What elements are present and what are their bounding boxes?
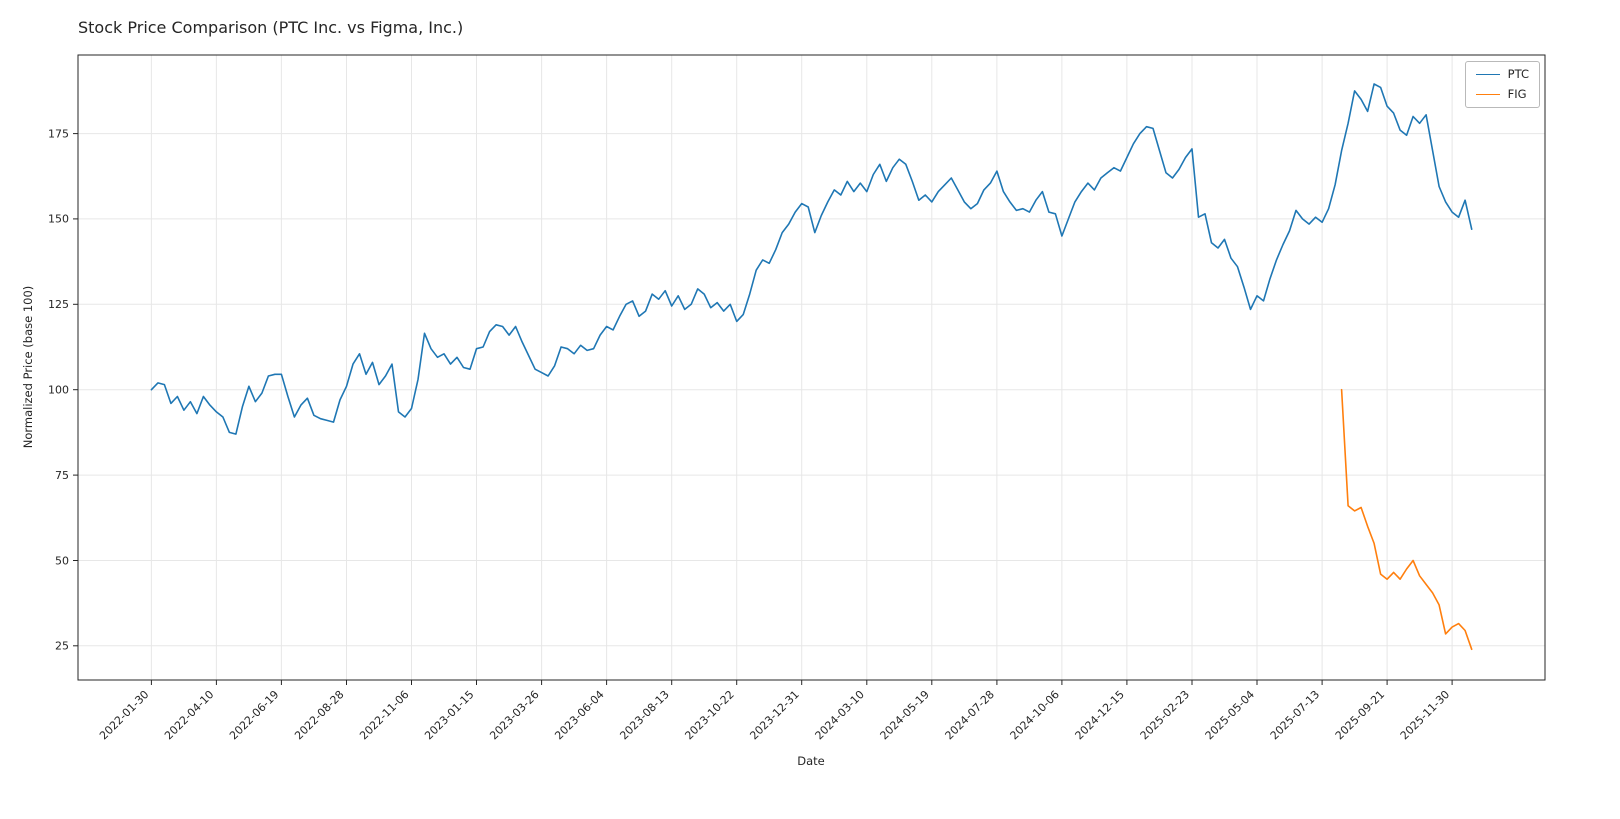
svg-text:2023-08-13: 2023-08-13 — [617, 688, 671, 742]
svg-text:150: 150 — [48, 213, 69, 226]
svg-text:2023-12-31: 2023-12-31 — [747, 688, 801, 742]
svg-text:2025-02-23: 2025-02-23 — [1138, 688, 1192, 742]
svg-text:2022-01-30: 2022-01-30 — [97, 688, 151, 742]
legend-label-ptc: PTC — [1507, 67, 1529, 81]
svg-text:2024-03-10: 2024-03-10 — [813, 688, 867, 742]
svg-text:2025-05-04: 2025-05-04 — [1203, 688, 1257, 742]
svg-text:50: 50 — [55, 554, 69, 567]
svg-text:2022-08-28: 2022-08-28 — [292, 688, 346, 742]
svg-text:2024-12-15: 2024-12-15 — [1073, 688, 1127, 742]
legend: PTC FIG — [1464, 61, 1540, 108]
legend-entry-fig: FIG — [1475, 86, 1529, 101]
legend-entry-ptc: PTC — [1475, 67, 1529, 81]
x-axis-label: Date — [797, 754, 825, 768]
legend-label-fig: FIG — [1507, 86, 1527, 101]
svg-text:2025-09-21: 2025-09-21 — [1333, 688, 1387, 742]
svg-text:2023-06-04: 2023-06-04 — [552, 688, 606, 742]
svg-text:2025-11-30: 2025-11-30 — [1398, 688, 1452, 742]
svg-text:2024-05-19: 2024-05-19 — [878, 688, 932, 742]
svg-text:2022-06-19: 2022-06-19 — [227, 688, 281, 742]
ptc-line-swatch-icon — [1475, 74, 1500, 76]
svg-text:2022-11-06: 2022-11-06 — [357, 688, 411, 742]
svg-text:175: 175 — [48, 127, 69, 140]
svg-text:25: 25 — [55, 640, 69, 653]
svg-text:2024-07-28: 2024-07-28 — [943, 688, 997, 742]
svg-text:2022-04-10: 2022-04-10 — [162, 688, 216, 742]
svg-text:2023-10-22: 2023-10-22 — [682, 688, 736, 742]
svg-text:125: 125 — [48, 298, 69, 311]
svg-text:2024-10-06: 2024-10-06 — [1008, 688, 1062, 742]
chart-title: Stock Price Comparison (PTC Inc. vs Figm… — [78, 18, 464, 37]
svg-text:2025-07-13: 2025-07-13 — [1268, 688, 1322, 742]
svg-text:2023-01-15: 2023-01-15 — [422, 688, 476, 742]
svg-text:100: 100 — [48, 384, 69, 397]
svg-text:2023-03-26: 2023-03-26 — [487, 688, 541, 742]
fig-line-swatch-icon — [1475, 93, 1500, 95]
svg-text:75: 75 — [55, 469, 69, 482]
